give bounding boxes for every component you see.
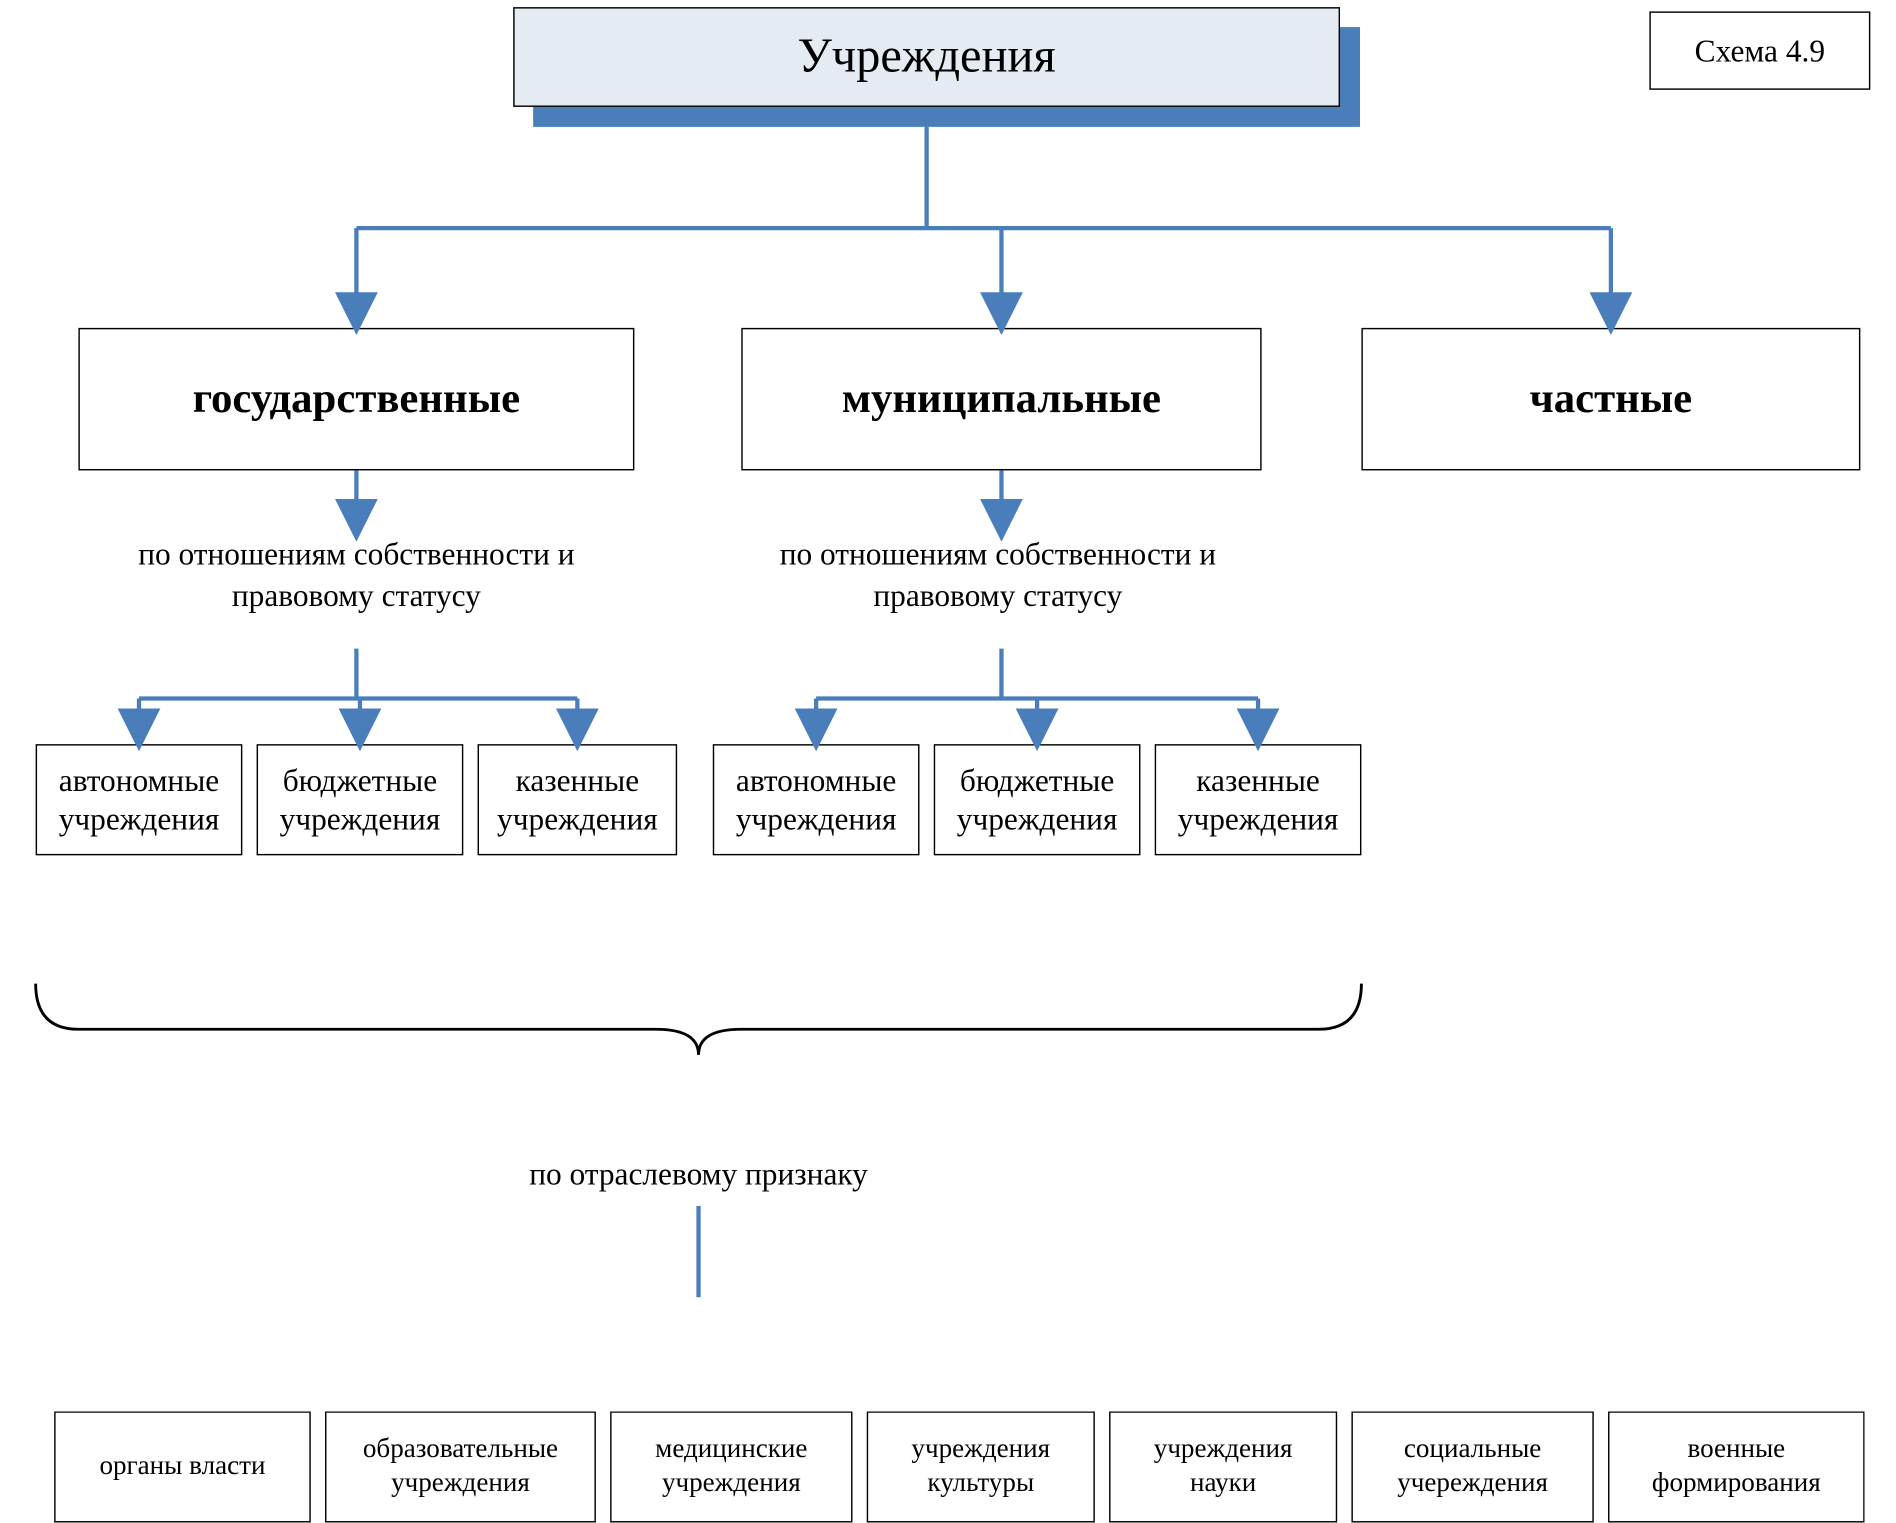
category-label-mun: муниципальные: [842, 375, 1161, 423]
branch-text-5: социальные учереждения: [1361, 1433, 1583, 1501]
category-box-priv: частные: [1361, 328, 1860, 471]
branch-box-5: социальные учереждения: [1351, 1411, 1593, 1522]
subtype-mun-budget-text: бюджетные учреждения: [944, 761, 1131, 839]
branch-box-0: органы власти: [54, 1411, 311, 1522]
branch-box-6: военные формирования: [1608, 1411, 1865, 1522]
category-box-mun: муниципальные: [741, 328, 1261, 471]
category-box-gov: государственные: [78, 328, 634, 471]
title-box: Учреждения: [513, 7, 1340, 107]
branch-text-2: медицинские учреждения: [620, 1433, 842, 1501]
branch-text-4: учреждения науки: [1119, 1433, 1327, 1501]
criterion-ownership-mun: по отношениям собственности и правовому …: [777, 535, 1219, 617]
criterion-branch: по отраслевому признаку: [499, 1155, 898, 1196]
branch-box-4: учреждения науки: [1109, 1411, 1337, 1522]
branch-text-3: учреждения культуры: [877, 1433, 1085, 1501]
branch-text-6: военные формирования: [1618, 1433, 1855, 1501]
subtype-gov-budget: бюджетные учреждения: [257, 744, 464, 855]
category-label-gov: государственные: [193, 375, 520, 423]
subtype-mun-auto-text: автономные учреждения: [723, 761, 910, 839]
subtype-mun-treasury-text: казенные учреждения: [1165, 761, 1352, 839]
subtype-mun-treasury: казенные учреждения: [1155, 744, 1362, 855]
branch-box-1: образовательные учреждения: [325, 1411, 596, 1522]
scheme-label: Схема 4.9: [1695, 32, 1825, 69]
subtype-mun-budget: бюджетные учреждения: [934, 744, 1141, 855]
subtype-gov-auto-text: автономные учреждения: [46, 761, 233, 839]
criterion-ownership-gov-text: по отношениям собственности и правовому …: [138, 536, 574, 612]
criterion-ownership-mun-text: по отношениям собственности и правовому …: [780, 536, 1216, 612]
criterion-branch-text: по отраслевому признаку: [529, 1156, 868, 1192]
branch-box-2: медицинские учреждения: [610, 1411, 852, 1522]
criterion-ownership-gov: по отношениям собственности и правовому …: [135, 535, 577, 617]
branch-text-1: образовательные учреждения: [335, 1433, 586, 1501]
subtype-gov-budget-text: бюджетные учреждения: [267, 761, 454, 839]
branch-box-3: учреждения культуры: [867, 1411, 1095, 1522]
title-text: Учреждения: [797, 30, 1055, 84]
subtype-gov-auto: автономные учреждения: [36, 744, 243, 855]
scheme-label-box: Схема 4.9: [1649, 11, 1870, 89]
subtype-mun-auto: автономные учреждения: [713, 744, 920, 855]
category-label-priv: частные: [1530, 375, 1693, 423]
branch-text-0: органы власти: [99, 1450, 265, 1484]
connectors-svg: [0, 0, 1896, 1297]
subtype-gov-treasury-text: казенные учреждения: [488, 761, 668, 839]
subtype-gov-treasury: казенные учреждения: [478, 744, 678, 855]
